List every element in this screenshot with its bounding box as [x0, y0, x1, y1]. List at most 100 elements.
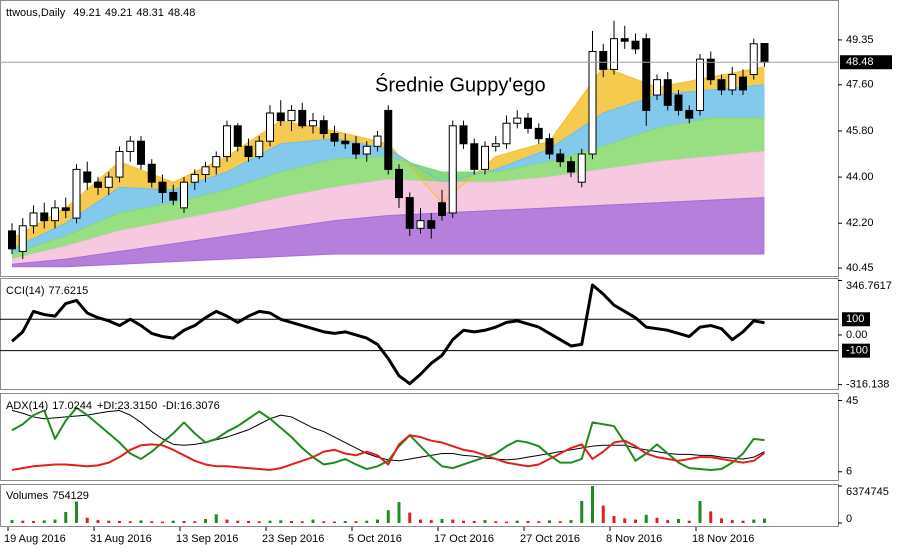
candle-body [749, 43, 758, 76]
header-name: -DI: [162, 400, 180, 412]
volume-bar [591, 486, 594, 523]
header-open: 49.21 [73, 7, 101, 19]
volume-bar [655, 517, 659, 523]
candle-body [180, 181, 188, 209]
price-label: 48.48 [846, 56, 874, 68]
volume-bar [741, 520, 745, 523]
volume-bar [526, 520, 530, 523]
candle-body [685, 109, 694, 119]
candle-body [212, 156, 221, 168]
y-tick-label: 49.35 [846, 34, 874, 46]
guppy-line [11, 197, 765, 265]
y-tick-label: -316.138 [846, 379, 889, 391]
candle-body [663, 79, 672, 106]
volume-bar [720, 518, 723, 523]
main-panel-frame [0, 0, 839, 277]
candle-body [233, 125, 242, 147]
candle-body [72, 168, 81, 219]
x-tick-label: 23 Sep 2016 [262, 533, 324, 545]
candle-body [384, 109, 393, 170]
volume-bar [214, 514, 218, 523]
volume-bar [42, 520, 46, 523]
volume-bar [419, 519, 422, 523]
volume-bar [408, 512, 412, 523]
volume-bar [386, 510, 390, 523]
candle-body [190, 174, 199, 183]
header-close: 48.48 [168, 7, 196, 19]
volume-bar [752, 519, 756, 523]
volume-bar [171, 520, 175, 523]
volume-bar [236, 520, 240, 523]
header-low: 48.31 [136, 7, 164, 19]
candle-body [588, 50, 597, 155]
y-tick-label: 346.7617 [846, 280, 892, 292]
volume-bar [118, 520, 121, 523]
volume-bar [96, 520, 100, 523]
volume-bar [150, 521, 154, 523]
volume-bar [730, 520, 734, 523]
x-tick-label: 13 Sep 2016 [176, 533, 238, 545]
y-tick-label: 45.80 [846, 125, 874, 137]
x-tick-label: 8 Nov 2016 [606, 533, 662, 545]
x-tick-label: 18 Nov 2016 [692, 533, 754, 545]
header-name: +DI: [97, 400, 117, 412]
volume-bar [666, 520, 670, 523]
candle-body [448, 125, 457, 214]
candle-body [201, 166, 210, 176]
series-line [11, 406, 765, 471]
volume-bar [193, 521, 197, 523]
candle-body [8, 230, 16, 250]
candle-body [502, 122, 511, 145]
volume-bar [580, 500, 584, 523]
candle-body [169, 191, 178, 201]
candle-body [405, 197, 414, 229]
candle-body [728, 74, 737, 91]
volume-bar [128, 521, 132, 523]
volume-bar [10, 520, 14, 523]
candle-body [94, 181, 102, 188]
candle-body [298, 109, 307, 127]
candle-body [534, 127, 543, 140]
header-title: Volumes [6, 490, 49, 502]
guppy-band [12, 84, 765, 254]
y-tick-label: 0 [846, 513, 852, 525]
header-value: 754129 [52, 490, 89, 502]
candle-body [104, 176, 113, 188]
level-label: 100 [846, 313, 864, 325]
candle-body [395, 168, 403, 199]
volume-bar [343, 520, 347, 523]
header-high: 49.21 [105, 7, 133, 19]
volume-bar [53, 519, 57, 523]
volume-bar [333, 521, 336, 523]
candle-body [524, 117, 532, 129]
candle-body [83, 171, 92, 183]
x-tick-label: 19 Aug 2016 [4, 533, 66, 545]
volume-bar [365, 520, 369, 523]
volume-bar [225, 519, 229, 523]
volume-bar [429, 520, 433, 523]
candle-body [255, 140, 264, 158]
candle-body [696, 58, 704, 111]
volume-bar [515, 520, 519, 523]
volume-bar [634, 519, 637, 523]
candle-body [61, 207, 70, 211]
y-tick-label: 47.60 [846, 79, 874, 91]
volume-bar [623, 518, 627, 523]
volume-bar [462, 520, 465, 523]
header-value: 77.6215 [49, 285, 89, 297]
candle-body [29, 212, 38, 227]
candle-body [309, 120, 317, 127]
candle-body [115, 150, 124, 178]
volume-bar [268, 520, 272, 523]
volume-bar [558, 521, 562, 523]
volume-bar [290, 520, 293, 523]
volume-bar [322, 521, 326, 523]
candle-body [653, 79, 661, 96]
volume-bar [709, 511, 713, 523]
x-tick-label: 31 Aug 2016 [90, 533, 152, 545]
volume-panel-frame [0, 484, 839, 527]
volume-bar [677, 518, 680, 523]
candle-body [51, 207, 59, 222]
volume-bar [397, 502, 401, 523]
volume-bar [644, 514, 648, 523]
